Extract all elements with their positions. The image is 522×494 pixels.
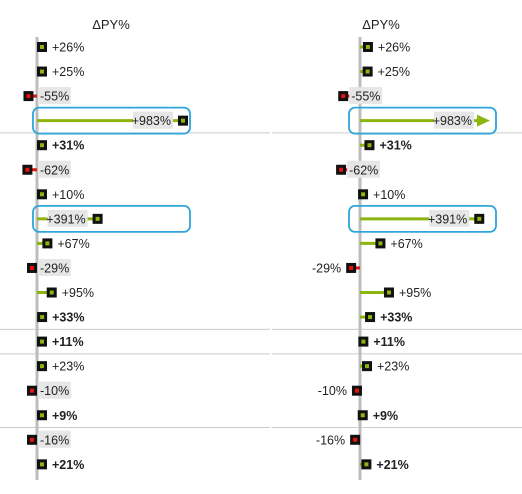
left-bar-0-marker-fill <box>40 45 44 49</box>
left-data-label-2: -55% <box>40 90 69 104</box>
right-data-label-3: +983% <box>433 114 472 128</box>
separator-lines <box>0 132 522 429</box>
right-bar-0-marker-fill <box>365 45 370 49</box>
left-data-label-5: -62% <box>40 163 69 177</box>
left-bar-3-marker-fill <box>181 118 185 123</box>
left-data-label-10: +95% <box>62 286 94 300</box>
right-data-label-11: +33% <box>380 311 412 325</box>
left-data-label-3: +983% <box>132 114 171 128</box>
right-highlight-box-1 <box>348 204 497 233</box>
left-bar-8-marker-fill <box>45 241 50 246</box>
right-bar-14-marker-fill <box>354 388 359 393</box>
right-bar-7-marker-fill <box>477 216 482 221</box>
left-bar-4-marker-fill <box>40 143 44 148</box>
highlight-boxes <box>32 106 497 233</box>
left-data-label-15: +9% <box>52 409 77 423</box>
right-bar-9-marker-fill <box>349 265 354 270</box>
right-data-label-8: +67% <box>390 237 422 251</box>
left-data-label-13: +23% <box>52 360 84 374</box>
right-bar-5-marker-fill <box>339 167 344 172</box>
left-data-label-7: +391% <box>46 212 85 226</box>
left-data-label-bg-5 <box>38 160 71 178</box>
left-bar-17-marker-fill <box>40 462 44 467</box>
left-data-label-14: -10% <box>40 384 69 398</box>
right-data-label-6: +10% <box>373 188 405 202</box>
right-bar-1-marker-fill <box>365 69 370 74</box>
left-data-label-6: +10% <box>52 188 84 202</box>
left-highlight-box-0 <box>32 106 191 135</box>
left-chart-title: ΔPY% <box>92 17 130 32</box>
right-data-label-12: +11% <box>373 335 405 349</box>
right-bar-11-marker-fill <box>368 315 373 320</box>
left-bar-11-marker-fill <box>40 315 45 320</box>
right-bar-10-marker-fill <box>386 290 391 295</box>
right-data-label-13: +23% <box>377 360 409 374</box>
left-bar-15-marker-fill <box>40 413 44 418</box>
left-bar-5-marker-fill <box>25 167 30 172</box>
right-highlight-box-0 <box>348 106 497 135</box>
right-data-label-bg-3 <box>434 111 474 129</box>
left-data-label-bg-9 <box>38 258 71 276</box>
right-data-label-17: +21% <box>376 458 408 472</box>
right-bar-17-marker-fill <box>364 462 369 467</box>
left-data-label-9: -29% <box>40 261 69 275</box>
right-data-label-16: -16% <box>316 433 345 447</box>
left-highlight-box-1 <box>32 204 191 233</box>
left-data-label-8: +67% <box>57 237 89 251</box>
left-bar-1-marker-fill <box>40 69 44 74</box>
right-data-label-14: -10% <box>318 384 347 398</box>
left-bar-2-marker-fill <box>26 94 31 99</box>
left-data-label-12: +11% <box>52 335 84 349</box>
right-data-label-1: +25% <box>378 65 410 79</box>
right-data-label-9: -29% <box>312 261 341 275</box>
left-bar-14-marker-fill <box>30 388 34 393</box>
left-bar-12-marker-fill <box>40 339 44 344</box>
right-data-label-0: +26% <box>378 41 410 55</box>
right-data-label-bg-5 <box>347 160 380 178</box>
right-bar-2-marker-fill <box>341 94 346 99</box>
chart-marks <box>22 42 490 470</box>
right-chart-title: ΔPY% <box>362 17 400 32</box>
right-data-label-bg-2 <box>349 87 383 105</box>
left-bar-7-marker-fill <box>95 216 100 221</box>
left-bar-13-marker-fill <box>40 364 44 369</box>
right-bar-13-marker-fill <box>365 364 370 369</box>
right-bar-16-marker-fill <box>353 437 358 442</box>
right-data-label-10: +95% <box>399 286 431 300</box>
right-data-label-15: +9% <box>373 409 398 423</box>
right-bar-15-marker-fill <box>360 413 365 418</box>
left-data-label-1: +25% <box>52 65 84 79</box>
right-data-label-bg-7 <box>429 209 470 227</box>
left-data-label-11: +33% <box>52 311 84 325</box>
left-data-label-bg-2 <box>38 87 71 105</box>
left-data-label-bg-14 <box>38 381 71 399</box>
right-data-label-2: -55% <box>351 90 380 104</box>
left-bar-6-marker-fill <box>40 192 44 197</box>
left-data-label-bg-16 <box>38 430 71 448</box>
data-labels: +26%+25%-55%+983%+31%-62%+10%+391%+67%-2… <box>38 41 474 472</box>
left-bar-9-marker-fill <box>30 265 34 270</box>
zero-axes <box>35 37 362 480</box>
right-bar-8-marker-fill <box>378 241 383 246</box>
right-data-label-4: +31% <box>379 139 411 153</box>
right-data-label-5: -62% <box>349 163 378 177</box>
left-bar-16-marker-fill <box>30 437 34 442</box>
left-data-label-bg-3 <box>133 111 173 129</box>
left-data-label-bg-7 <box>47 209 88 227</box>
right-data-label-7: +391% <box>428 212 467 226</box>
left-data-label-16: -16% <box>40 433 69 447</box>
right-bar-3-arrow <box>477 114 490 127</box>
right-bar-6-marker-fill <box>361 192 366 197</box>
left-bar-10-marker-fill <box>49 290 54 295</box>
right-bar-4-marker-fill <box>367 143 372 148</box>
left-data-label-17: +21% <box>52 458 84 472</box>
left-data-label-0: +26% <box>52 41 84 55</box>
right-bar-12-marker-fill <box>361 339 366 344</box>
left-data-label-4: +31% <box>52 139 84 153</box>
